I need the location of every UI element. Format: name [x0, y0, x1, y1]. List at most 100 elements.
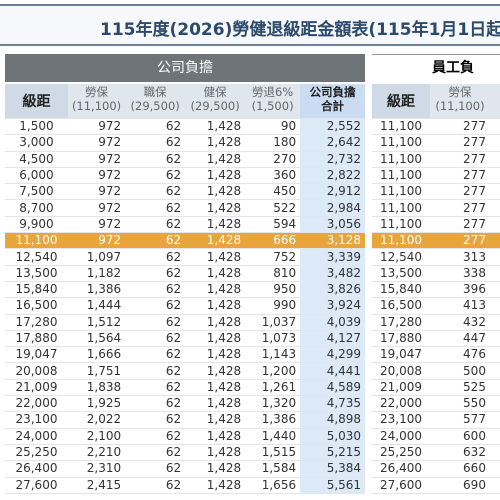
cell: 600: [429, 428, 490, 445]
cell: 11,100: [372, 216, 430, 234]
cell: 270: [245, 151, 301, 168]
column-header: 級距: [372, 84, 430, 119]
edge: [489, 281, 500, 299]
edge: [489, 199, 500, 217]
cell: 972: [67, 232, 126, 250]
cell: 26,400: [5, 460, 68, 478]
header-label: 勞保: [448, 85, 472, 99]
cell: 1,428: [185, 199, 246, 217]
cell: 19,047: [5, 346, 68, 364]
cell: 62: [125, 330, 186, 348]
title-bar: 115年度(2026)勞健退級距金額表(115年1月1日起: [0, 4, 500, 46]
cell: 3,826: [300, 281, 366, 299]
cell: 62: [125, 477, 186, 494]
edge: [489, 330, 500, 348]
cell: 277: [429, 167, 490, 185]
gap: [365, 199, 373, 217]
cell: 1,428: [185, 444, 246, 462]
cell: 11,100: [5, 232, 68, 250]
gap: [365, 183, 373, 200]
cell: 26,400: [372, 460, 430, 478]
cell: 1,428: [185, 167, 246, 185]
cell: 972: [67, 118, 126, 136]
cell: 12,540: [5, 248, 68, 266]
column-header: 勞保 (11,100): [67, 84, 126, 119]
cell: 1,200: [245, 362, 301, 380]
cell: 1,656: [245, 477, 301, 494]
cell: 62: [125, 167, 186, 185]
header-sub: (1,500): [251, 99, 294, 113]
cell: 21,009: [5, 379, 68, 397]
cell: 2,984: [300, 199, 366, 217]
gap: [365, 477, 373, 494]
cell: 22,000: [372, 395, 430, 413]
cell: 3,339: [300, 248, 366, 266]
table-row: 21,009 1,838 62 1,428 1,261 4,589 21,009 525: [5, 379, 500, 397]
edge: [489, 411, 500, 429]
cell: 1,428: [185, 460, 246, 478]
table-row: 15,840 1,386 62 1,428 950 3,826 15,840 396: [5, 281, 500, 299]
cell: 277: [429, 232, 490, 250]
cell: 5,030: [300, 428, 366, 445]
cell: 11,100: [372, 183, 430, 201]
cell: 62: [125, 151, 186, 168]
edge: [489, 265, 500, 282]
header-label: 公司負擔: [309, 85, 356, 99]
cell: 1,428: [185, 183, 246, 201]
cell: 4,039: [300, 314, 366, 331]
cell: 3,128: [300, 232, 366, 250]
cell: 690: [429, 477, 490, 494]
table-row: 13,500 1,182 62 1,428 810 3,482 13,500 338: [5, 265, 500, 282]
cell: 972: [67, 199, 126, 217]
cell: 1,428: [185, 134, 246, 152]
edge: [489, 477, 500, 494]
cell: 1,320: [245, 395, 301, 413]
cell: 27,600: [5, 477, 68, 494]
table-row: 24,000 2,100 62 1,428 1,440 5,030 24,000 600: [5, 428, 500, 445]
header-label: 勞保: [85, 85, 109, 99]
cell: 1,428: [185, 216, 246, 234]
cell: 1,584: [245, 460, 301, 478]
cell: 20,008: [5, 362, 68, 380]
edge: [489, 297, 500, 315]
cell: 4,589: [300, 379, 366, 397]
header-sub: (11,100): [435, 99, 485, 113]
cell: 62: [125, 314, 186, 331]
cell: 62: [125, 460, 186, 478]
table-row: 6,000 972 62 1,428 360 2,822 11,100 277: [5, 167, 500, 185]
cell: 990: [245, 297, 301, 315]
cell: 1,428: [185, 330, 246, 348]
cell: 17,280: [5, 314, 68, 331]
cell: 338: [429, 265, 490, 282]
table-row: 1,500 972 62 1,428 90 2,552 11,100 277: [5, 118, 500, 136]
cell: 577: [429, 411, 490, 429]
edge: [489, 444, 500, 462]
cell: 1,444: [67, 297, 126, 315]
cell: 62: [125, 428, 186, 445]
table-row: 17,280 1,512 62 1,428 1,037 4,039 17,280 432: [5, 314, 500, 331]
cell: 1,428: [185, 232, 246, 250]
edge: [489, 314, 500, 331]
column-header: 級距: [5, 84, 68, 119]
table-row: 12,540 1,097 62 1,428 752 3,339 12,540 313: [5, 248, 500, 266]
cell: 62: [125, 134, 186, 152]
column-header: 勞退6% (1,500): [245, 84, 301, 119]
cell: 62: [125, 444, 186, 462]
cell: 3,482: [300, 265, 366, 282]
cell: 277: [429, 151, 490, 168]
cell: 476: [429, 346, 490, 364]
table-row: 8,700 972 62 1,428 522 2,984 11,100 277: [5, 199, 500, 217]
cell: 4,898: [300, 411, 366, 429]
cell: 1,515: [245, 444, 301, 462]
edge: [489, 428, 500, 445]
cell: 62: [125, 118, 186, 136]
cell: 15,840: [5, 281, 68, 299]
cell: 972: [67, 167, 126, 185]
edge: [489, 395, 500, 413]
cell: 1,428: [185, 362, 246, 380]
cell: 2,210: [67, 444, 126, 462]
cell: 1,440: [245, 428, 301, 445]
cell: 4,735: [300, 395, 366, 413]
cell: 11,100: [372, 199, 430, 217]
